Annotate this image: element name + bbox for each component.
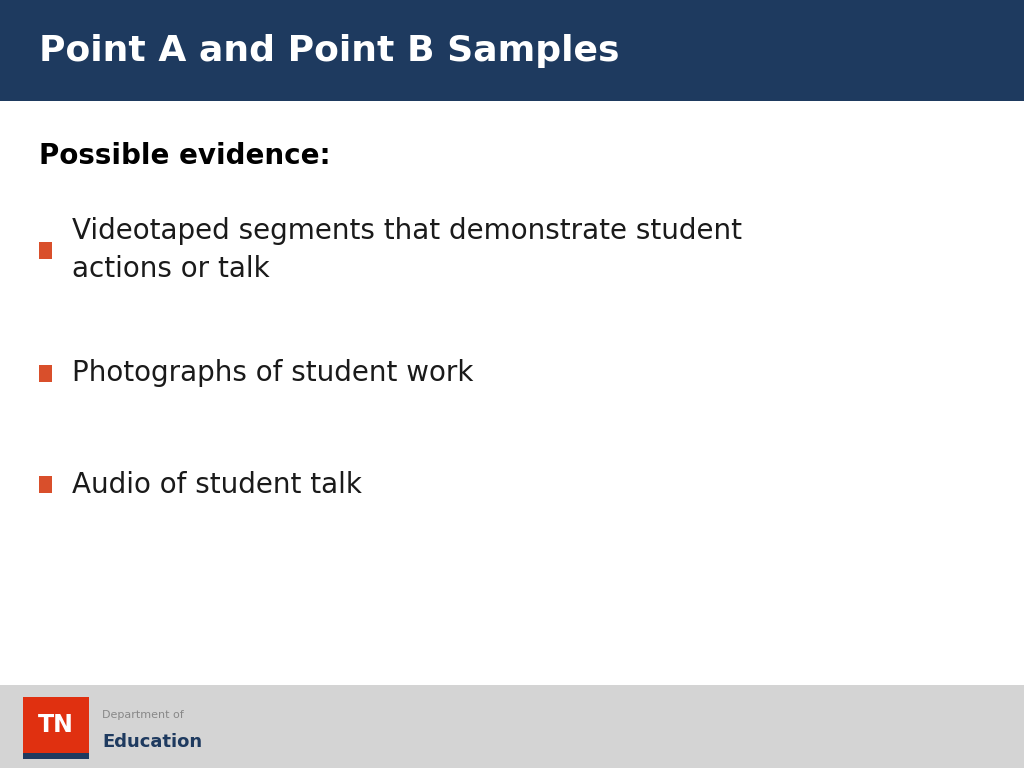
Text: Photographs of student work: Photographs of student work <box>72 359 473 387</box>
Text: Audio of student talk: Audio of student talk <box>72 471 361 498</box>
Text: Point A and Point B Samples: Point A and Point B Samples <box>39 34 620 68</box>
Text: Department of: Department of <box>102 710 184 720</box>
FancyBboxPatch shape <box>0 685 1024 768</box>
FancyBboxPatch shape <box>39 242 52 259</box>
Text: Possible evidence:: Possible evidence: <box>39 142 331 170</box>
FancyBboxPatch shape <box>0 0 1024 101</box>
Text: Education: Education <box>102 733 203 750</box>
FancyBboxPatch shape <box>39 365 52 382</box>
FancyBboxPatch shape <box>23 697 89 759</box>
Text: Videotaped segments that demonstrate student
actions or talk: Videotaped segments that demonstrate stu… <box>72 217 741 283</box>
FancyBboxPatch shape <box>23 753 89 759</box>
FancyBboxPatch shape <box>39 476 52 493</box>
Text: TN: TN <box>38 713 74 737</box>
